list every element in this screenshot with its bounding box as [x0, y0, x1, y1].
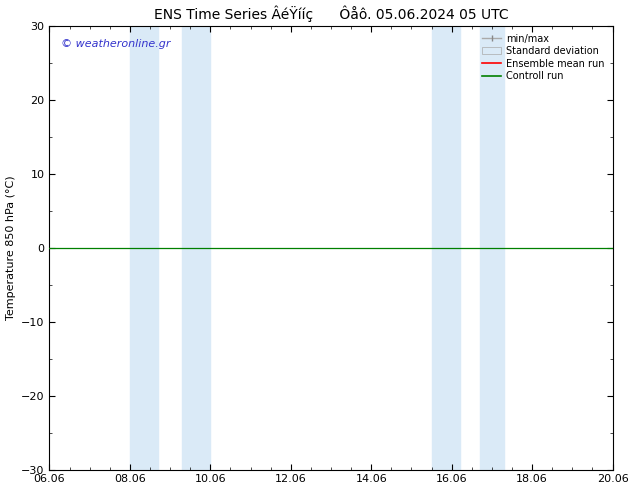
Legend: min/max, Standard deviation, Ensemble mean run, Controll run: min/max, Standard deviation, Ensemble me…: [479, 31, 608, 84]
Y-axis label: Temperature 850 hPa (°C): Temperature 850 hPa (°C): [6, 175, 16, 320]
Bar: [432, 26, 460, 469]
Text: © weatheronline.gr: © weatheronline.gr: [61, 39, 171, 49]
Bar: [130, 26, 158, 469]
Bar: [182, 26, 210, 469]
Title: ENS Time Series ÂéŸííç      Ôåô. 05.06.2024 05 UTC: ENS Time Series ÂéŸííç Ôåô. 05.06.2024 0…: [153, 5, 508, 22]
Bar: [480, 26, 504, 469]
